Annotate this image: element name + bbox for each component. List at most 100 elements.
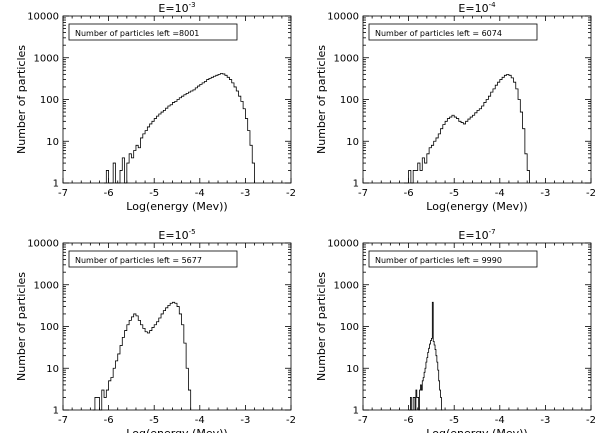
x-tick-label: -5 xyxy=(149,188,159,199)
chart-panel-1: E=10-3-7 -6 -5 -4 -3 -2110100100010000Log(ene… xyxy=(15,1,296,213)
histogram-series xyxy=(104,73,255,184)
x-tick-label: -7 xyxy=(358,188,368,199)
y-tick-label: 1 xyxy=(353,406,359,417)
y-tick-label: 10000 xyxy=(27,239,59,250)
histogram-bin xyxy=(179,98,181,183)
x-tick-label: -3 xyxy=(540,188,550,199)
histogram-bin xyxy=(172,302,174,410)
histogram-bin xyxy=(175,101,177,183)
histogram-bin xyxy=(138,148,140,183)
y-tick-label: 10 xyxy=(46,137,59,148)
histogram-bin xyxy=(118,354,120,410)
histogram-bin xyxy=(425,368,426,410)
legend-box xyxy=(68,23,238,41)
x-tick-label: -4 xyxy=(195,415,205,426)
histogram-bin xyxy=(454,117,456,183)
histogram-series xyxy=(404,73,530,184)
histogram-bin xyxy=(436,356,437,410)
chart-panel-2: E=10-4-7 -6 -5 -4 -3 -2110100100010000Log(ene… xyxy=(315,1,596,213)
histogram-bin xyxy=(154,325,156,410)
y-tick-label: 10 xyxy=(346,137,359,148)
histogram-bin xyxy=(234,87,236,183)
histogram-bin xyxy=(156,322,158,410)
histogram-bin xyxy=(428,352,429,410)
histogram-bin xyxy=(120,346,122,410)
histogram-bin xyxy=(236,91,238,183)
x-tick-label: -2 xyxy=(586,415,596,426)
histogram-bin xyxy=(429,348,430,410)
x-tick-label: -5 xyxy=(149,415,159,426)
y-axis-label: Number of particles xyxy=(15,45,28,154)
histogram-bin xyxy=(241,101,243,183)
y-tick-label: 1000 xyxy=(334,53,359,64)
x-tick-label: -7 xyxy=(58,415,68,426)
legend-box xyxy=(68,250,238,268)
legend-text: Number of particles left = 5677 xyxy=(75,256,202,265)
histogram-bin xyxy=(131,158,133,183)
x-tick-label: -2 xyxy=(286,188,296,199)
chart-panel-3: E=10-5-7-6-5-4-3-2110100100010000Log(ene… xyxy=(15,228,296,433)
histogram-bin xyxy=(495,85,497,183)
chart-title: E=10-7 xyxy=(458,228,495,242)
histogram-bin xyxy=(154,119,156,183)
histogram-bin xyxy=(159,318,161,410)
x-tick-label: -2 xyxy=(586,188,596,199)
histogram-bin xyxy=(184,95,186,183)
histogram-bin xyxy=(104,397,106,410)
histogram-bin xyxy=(486,100,488,184)
histogram-bin xyxy=(243,109,245,183)
histogram-bin xyxy=(147,127,149,183)
histogram-bin xyxy=(211,77,213,183)
histogram-bin xyxy=(225,75,227,183)
x-axis-label: Log(energy (Mev)) xyxy=(126,200,227,213)
histogram-bin xyxy=(229,80,231,183)
y-tick-label: 100 xyxy=(40,95,59,106)
y-axis-label: Number of particles xyxy=(315,272,328,381)
histogram-bin xyxy=(475,113,477,183)
histogram-bin xyxy=(423,378,424,410)
y-tick-label: 1000 xyxy=(34,280,59,291)
x-axis-label: Log(energy (Mev)) xyxy=(126,427,227,433)
legend-text: Number of particles left = 9990 xyxy=(375,256,502,265)
x-tick-label: -5 xyxy=(449,188,459,199)
histogram-bin xyxy=(152,327,154,410)
histogram-bin xyxy=(434,141,436,183)
x-tick-label: -4 xyxy=(495,188,505,199)
histogram-bin xyxy=(188,92,190,183)
y-tick-label: 1 xyxy=(353,179,359,190)
histogram-bin xyxy=(179,314,181,410)
y-tick-label: 10000 xyxy=(327,12,359,23)
y-tick-label: 1000 xyxy=(334,280,359,291)
histogram-bin xyxy=(138,320,140,410)
x-tick-label: -2 xyxy=(286,415,296,426)
histogram-bin xyxy=(216,75,218,183)
histogram-bin xyxy=(431,338,432,410)
x-tick-label: -7 xyxy=(358,415,368,426)
histogram-bin xyxy=(143,328,145,410)
y-tick-label: 1000 xyxy=(34,53,59,64)
histogram-bin xyxy=(461,123,463,183)
histogram-bin xyxy=(161,314,163,410)
histogram-bin xyxy=(168,106,170,183)
histogram-bin xyxy=(443,125,445,183)
histogram-bin xyxy=(426,362,427,410)
histogram-bin xyxy=(141,325,143,410)
histogram-bin xyxy=(493,89,495,183)
histogram-bin xyxy=(207,80,209,183)
histogram-bin xyxy=(166,108,168,183)
histogram-bin xyxy=(466,121,468,183)
x-axis-label: Log(energy (Mev)) xyxy=(426,427,527,433)
histogram-bin xyxy=(198,86,200,183)
y-tick-label: 1 xyxy=(53,406,59,417)
histogram-bin xyxy=(186,93,188,183)
histogram-bin xyxy=(125,331,127,410)
histogram-bin xyxy=(479,109,481,183)
legend-text: Number of particles left =8001 xyxy=(75,29,199,38)
histogram-bin xyxy=(191,91,193,183)
histogram-bin xyxy=(134,314,136,410)
x-axis-label: Log(energy (Mev)) xyxy=(426,200,527,213)
chart-title: E=10-3 xyxy=(158,1,195,15)
histogram-bin xyxy=(420,170,422,183)
histogram-bin xyxy=(491,92,493,183)
